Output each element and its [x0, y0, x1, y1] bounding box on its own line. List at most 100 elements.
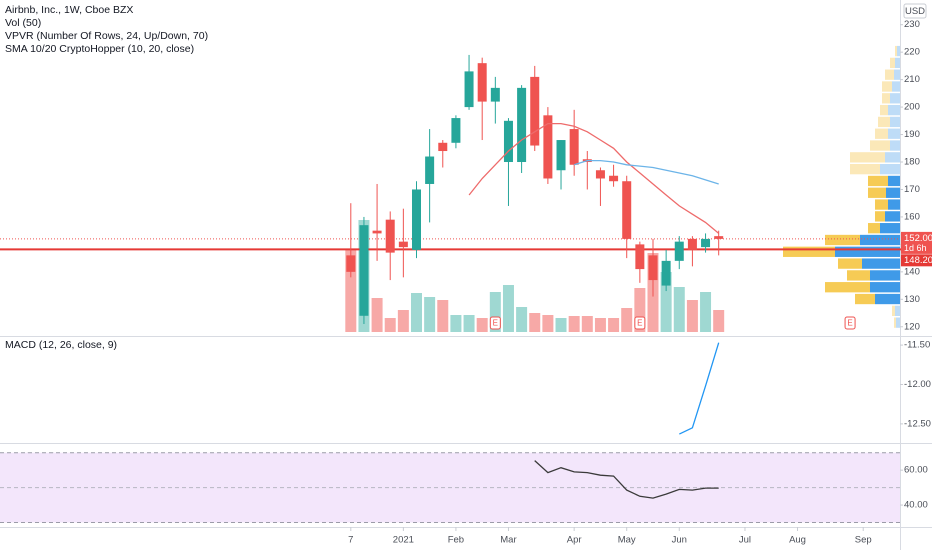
vpvr-down	[880, 104, 888, 116]
candle-body	[569, 129, 579, 165]
volume-bar	[634, 288, 646, 332]
y-tick-label: -11.50	[904, 340, 930, 351]
volume-bar	[621, 308, 633, 332]
candle-body	[714, 236, 724, 239]
vpvr-up	[835, 246, 900, 257]
vpvr-up	[875, 293, 900, 305]
x-tick-label: Jul	[739, 535, 751, 546]
x-tick-label: 7	[348, 535, 353, 546]
vpvr-up	[880, 163, 900, 175]
candle-body	[385, 219, 395, 253]
vpvr-down	[847, 270, 870, 281]
y-tick-label: 190	[904, 129, 920, 140]
y-tick-label: -12.00	[904, 379, 931, 390]
volume-bar	[516, 307, 528, 332]
volume-bar	[542, 315, 554, 332]
vpvr-up	[890, 140, 900, 151]
vpvr-up	[897, 45, 900, 57]
vpvr-down	[882, 93, 890, 104]
currency: USD	[905, 6, 925, 17]
volume-bar	[594, 318, 606, 332]
y-tick-label: 170	[904, 184, 920, 195]
vpvr-down	[783, 246, 835, 257]
volume-bar	[437, 300, 449, 332]
candle-body	[674, 241, 684, 261]
y-tick-label: 180	[904, 157, 920, 168]
line-price-box	[901, 254, 932, 267]
earnings-label: E	[637, 319, 642, 328]
volume-bar	[529, 313, 541, 332]
currency-box[interactable]	[903, 3, 927, 19]
indicator-label[interactable]: VPVR (Number Of Rows, 24, Up/Down, 70)	[5, 30, 208, 42]
earnings-marker	[844, 316, 856, 330]
vpvr-up	[888, 104, 900, 116]
indicator-label[interactable]: Vol (50)	[5, 17, 41, 29]
vpvr-down	[838, 258, 862, 269]
x-tick-label: Mar	[500, 535, 516, 546]
y-tick-label: 210	[904, 74, 920, 85]
vpvr-down	[870, 140, 890, 151]
earnings-marker	[489, 316, 501, 330]
candle-body	[530, 76, 540, 146]
earnings-label: E	[493, 319, 498, 328]
volume-bar	[686, 300, 698, 332]
volume-bar	[397, 310, 409, 332]
vpvr-up	[862, 258, 900, 269]
y-tick-label: 130	[904, 294, 920, 305]
vpvr-down	[868, 223, 880, 234]
volume-bar	[502, 285, 514, 332]
candle-body	[346, 255, 356, 272]
last-price-box	[901, 231, 932, 254]
y-tick-label: -12.50	[904, 418, 931, 429]
y-tick-label: 60.00	[904, 465, 928, 476]
candle-body	[411, 189, 421, 250]
candle-body	[490, 87, 500, 102]
indicator-line	[468, 122, 720, 234]
vpvr-up	[895, 305, 900, 316]
vpvr-up	[888, 199, 900, 210]
volume-bar	[700, 292, 712, 332]
indicator-label[interactable]: MACD (12, 26, close, 9)	[5, 339, 117, 351]
vpvr-up	[895, 57, 900, 69]
candle-body	[398, 241, 408, 248]
vpvr-up	[888, 175, 900, 187]
candle-body	[464, 71, 474, 108]
x-tick-label: Sep	[855, 535, 872, 546]
candle-body	[661, 260, 671, 286]
candle-body	[556, 140, 566, 171]
x-tick-label: Apr	[567, 535, 582, 546]
candle-body	[635, 244, 645, 270]
candle-body	[451, 118, 461, 143]
vpvr-up	[860, 234, 900, 246]
indicator-label[interactable]: SMA 10/20 CryptoHopper (10, 20, close)	[5, 43, 194, 55]
vpvr-up	[886, 187, 900, 198]
vpvr-up	[892, 81, 900, 92]
candle-body	[359, 225, 369, 316]
vpvr-down	[882, 81, 892, 92]
vpvr-up	[870, 270, 900, 281]
vpvr-down	[875, 128, 888, 139]
volume-bar	[345, 250, 357, 332]
vpvr-up	[885, 211, 900, 222]
volume-bar	[371, 298, 383, 332]
y-tick-label: 140	[904, 266, 920, 277]
candle-body	[648, 255, 658, 281]
candle-body	[595, 170, 605, 179]
vpvr-down	[890, 57, 895, 69]
volume-bar	[489, 292, 501, 332]
line-price-label: 148.20	[904, 255, 932, 266]
volume-bar	[463, 315, 475, 332]
volume-bar	[410, 293, 422, 332]
x-tick-label: 2021	[393, 535, 414, 546]
volume-bar	[424, 297, 436, 332]
indicator-line	[534, 460, 719, 499]
vpvr-down	[855, 293, 875, 305]
last-price-label: 152.00	[904, 233, 932, 244]
x-tick-label: Feb	[448, 535, 464, 546]
x-tick-label: May	[618, 535, 636, 546]
vpvr-down	[850, 152, 885, 163]
earnings-marker	[634, 316, 646, 330]
volume-bar	[581, 316, 593, 332]
vpvr-down	[850, 163, 880, 175]
candle-body	[477, 63, 487, 102]
